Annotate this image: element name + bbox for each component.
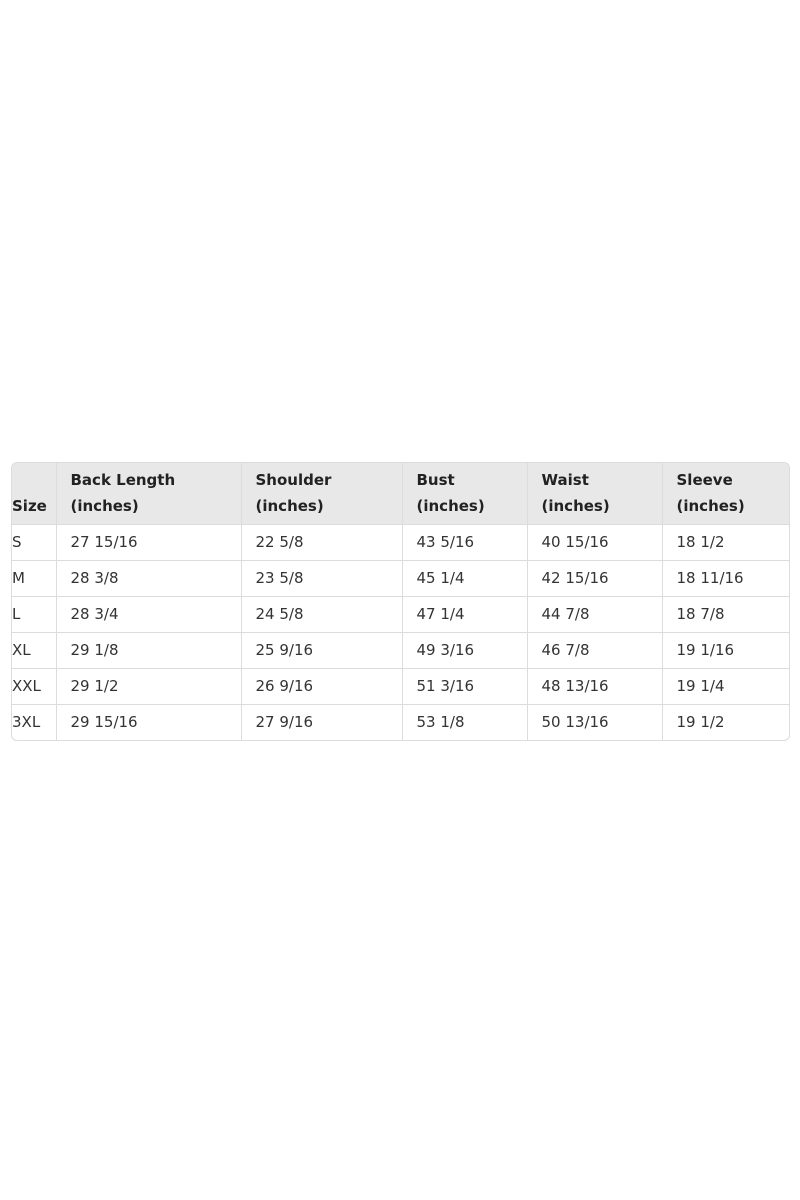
cell-sleeve: 19 1/16	[662, 632, 789, 669]
cell-bust: 51 3/16	[402, 668, 528, 705]
table-row: 3XL 29 15/16 27 9/16 53 1/8 50 13/16 19 1/2	[12, 704, 789, 740]
size-chart: Size Back Length (inches) Shoulder (inches) B…	[11, 462, 790, 741]
header-back-length: Back Length (inches)	[56, 463, 242, 525]
table-row: M 28 3/8 23 5/8 45 1/4 42 15/16 18 11/16	[12, 560, 789, 597]
header-waist-line2: (inches)	[541, 496, 610, 515]
table-row: XXL 29 1/2 26 9/16 51 3/16 48 13/16 19 1/4	[12, 668, 789, 705]
cell-size: 3XL	[12, 704, 57, 740]
cell-bust: 45 1/4	[402, 560, 528, 597]
cell-back-length: 28 3/4	[56, 596, 242, 633]
header-bust-line1: Bust	[416, 470, 455, 489]
header-shoulder-line1: Shoulder	[255, 470, 332, 489]
cell-waist: 50 13/16	[527, 704, 663, 740]
table-row: XL 29 1/8 25 9/16 49 3/16 46 7/8 19 1/16	[12, 632, 789, 669]
cell-waist: 46 7/8	[527, 632, 663, 669]
table-row: S 27 15/16 22 5/8 43 5/16 40 15/16 18 1/2	[12, 524, 789, 561]
cell-waist: 42 15/16	[527, 560, 663, 597]
cell-shoulder: 25 9/16	[241, 632, 403, 669]
header-sleeve: Sleeve (inches)	[662, 463, 789, 525]
header-sleeve-line2: (inches)	[676, 496, 745, 515]
table-row: L 28 3/4 24 5/8 47 1/4 44 7/8 18 7/8	[12, 596, 789, 633]
cell-size: XXL	[12, 668, 57, 705]
cell-back-length: 29 1/8	[56, 632, 242, 669]
cell-shoulder: 26 9/16	[241, 668, 403, 705]
header-row: Size Back Length (inches) Shoulder (inches) B…	[12, 463, 789, 525]
header-back-length-line2: (inches)	[70, 496, 139, 515]
cell-shoulder: 24 5/8	[241, 596, 403, 633]
cell-sleeve: 18 1/2	[662, 524, 789, 561]
cell-bust: 53 1/8	[402, 704, 528, 740]
cell-bust: 49 3/16	[402, 632, 528, 669]
cell-shoulder: 22 5/8	[241, 524, 403, 561]
cell-sleeve: 18 7/8	[662, 596, 789, 633]
cell-back-length: 28 3/8	[56, 560, 242, 597]
cell-waist: 44 7/8	[527, 596, 663, 633]
header-bust: Bust (inches)	[402, 463, 528, 525]
header-shoulder-line2: (inches)	[255, 496, 324, 515]
cell-size: L	[12, 596, 57, 633]
cell-bust: 43 5/16	[402, 524, 528, 561]
cell-waist: 48 13/16	[527, 668, 663, 705]
header-bust-line2: (inches)	[416, 496, 485, 515]
cell-sleeve: 19 1/4	[662, 668, 789, 705]
header-size: Size	[12, 463, 57, 525]
header-sleeve-line1: Sleeve	[676, 470, 733, 489]
cell-back-length: 29 15/16	[56, 704, 242, 740]
header-size-line1: Size	[12, 496, 47, 515]
cell-waist: 40 15/16	[527, 524, 663, 561]
size-chart-table: Size Back Length (inches) Shoulder (inches) B…	[12, 463, 789, 740]
header-shoulder: Shoulder (inches)	[241, 463, 403, 525]
header-waist-line1: Waist	[541, 470, 589, 489]
cell-size: XL	[12, 632, 57, 669]
cell-sleeve: 18 11/16	[662, 560, 789, 597]
cell-size: S	[12, 524, 57, 561]
header-waist: Waist (inches)	[527, 463, 663, 525]
cell-size: M	[12, 560, 57, 597]
cell-shoulder: 27 9/16	[241, 704, 403, 740]
cell-back-length: 29 1/2	[56, 668, 242, 705]
cell-sleeve: 19 1/2	[676, 713, 725, 731]
cell-back-length: 27 15/16	[56, 524, 242, 561]
header-back-length-line1: Back Length	[70, 470, 176, 489]
cell-bust: 47 1/4	[402, 596, 528, 633]
cell-shoulder: 23 5/8	[241, 560, 403, 597]
